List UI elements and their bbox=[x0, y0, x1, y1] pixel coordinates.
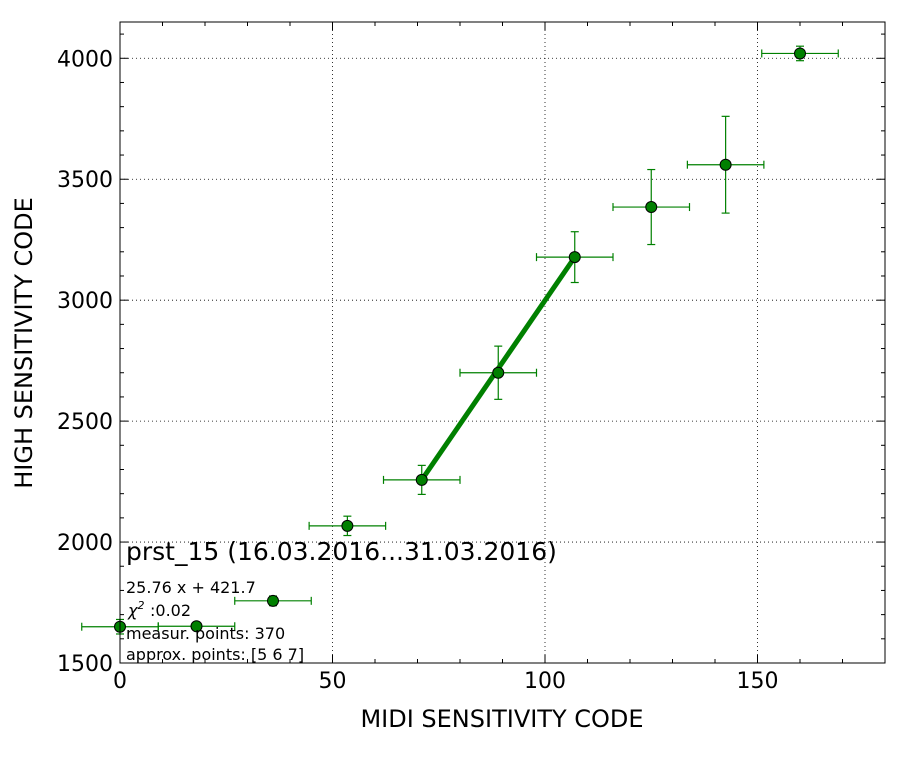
data-point bbox=[234, 594, 312, 607]
y-tick-label: 4000 bbox=[57, 47, 113, 72]
y-tick-label: 1500 bbox=[57, 652, 113, 677]
data-point bbox=[308, 515, 387, 537]
y-tick-label: 3000 bbox=[57, 289, 113, 314]
data-marker bbox=[267, 594, 279, 607]
data-marker bbox=[492, 366, 505, 379]
data-marker bbox=[190, 620, 203, 633]
x-tick-labels: 0 50 100 150 bbox=[113, 669, 779, 694]
y-tick-label: 2500 bbox=[57, 410, 113, 435]
data-point bbox=[459, 345, 538, 400]
data-point bbox=[157, 620, 236, 633]
annotation-title: prst_15 (16.03.2016...31.03.2016) bbox=[126, 537, 557, 566]
x-tick-label: 150 bbox=[737, 669, 779, 694]
annotation-measur-points: measur. points: 370 bbox=[126, 624, 285, 643]
grid bbox=[120, 22, 885, 663]
y-tick-labels: 1500 2000 2500 3000 3500 4000 bbox=[57, 47, 113, 677]
data-points bbox=[81, 45, 839, 635]
data-marker bbox=[568, 251, 581, 264]
data-marker bbox=[645, 201, 658, 214]
annotation-equation: 25.76 x + 421.7 bbox=[126, 578, 256, 597]
x-axis-title: MIDI SENSITIVITY CODE bbox=[360, 705, 643, 733]
data-point bbox=[382, 464, 461, 496]
data-marker bbox=[794, 47, 806, 60]
data-point bbox=[761, 45, 839, 62]
y-axis-title: HIGH SENSITIVITY CODE bbox=[10, 197, 38, 489]
y-tick-label: 3500 bbox=[57, 168, 113, 193]
x-tick-label: 50 bbox=[319, 669, 347, 694]
x-tick-label: 100 bbox=[524, 669, 566, 694]
data-marker bbox=[415, 473, 428, 486]
data-point bbox=[612, 168, 691, 246]
data-marker bbox=[719, 158, 732, 171]
plot-frame bbox=[119, 21, 886, 664]
data-marker bbox=[341, 519, 354, 532]
x-tick-label: 0 bbox=[113, 669, 127, 694]
annotation-chi2: :0.02 bbox=[150, 601, 191, 620]
data-point bbox=[686, 115, 765, 214]
data-point bbox=[535, 231, 614, 284]
annotation-approx-points: approx. points: [5 6 7] bbox=[126, 645, 304, 664]
y-tick-label: 2000 bbox=[57, 531, 113, 556]
